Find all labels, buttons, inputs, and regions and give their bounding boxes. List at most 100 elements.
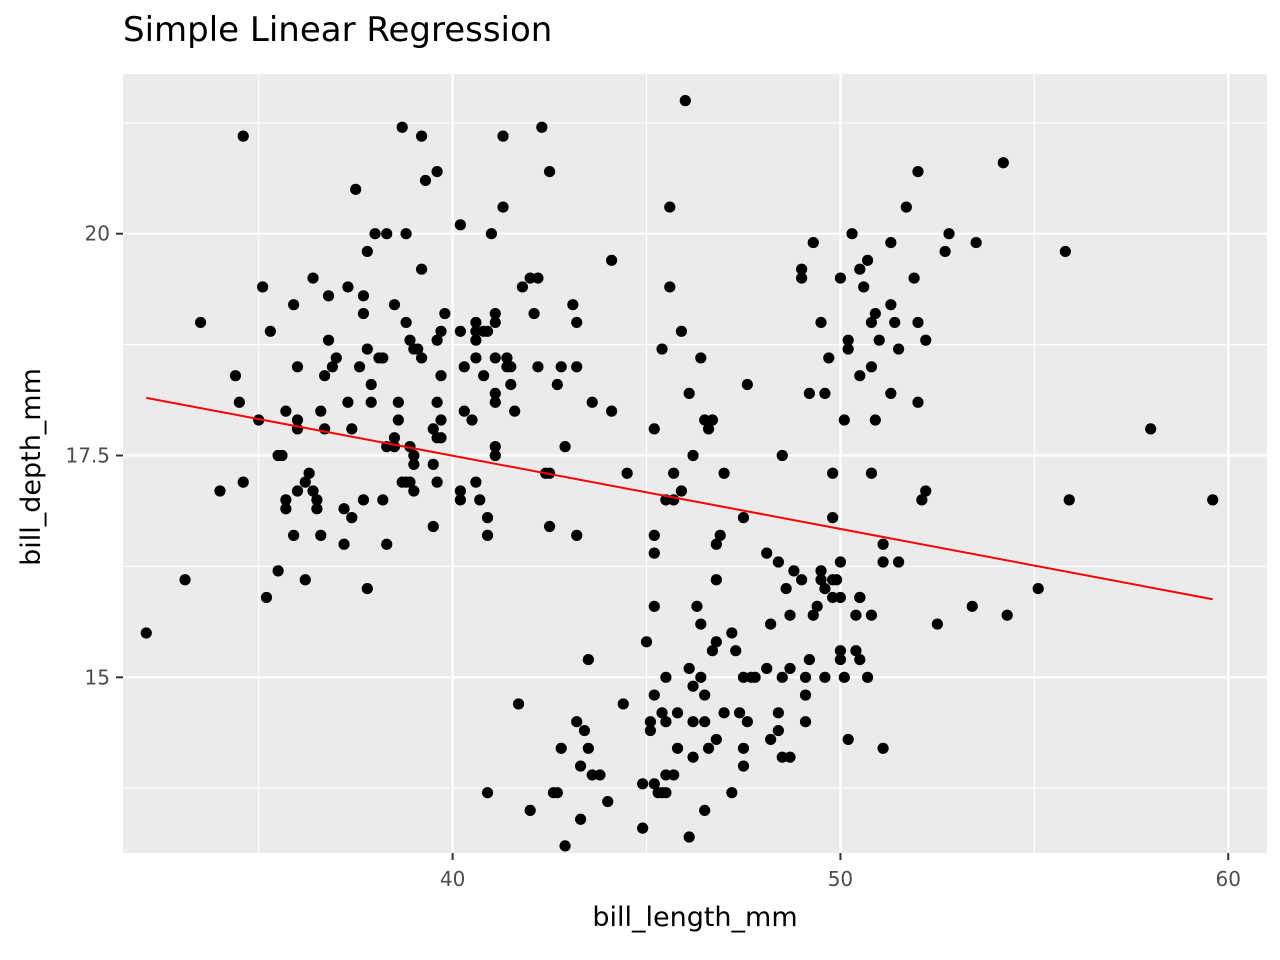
data-point: [683, 831, 695, 843]
data-point: [780, 583, 792, 595]
data-point: [559, 840, 571, 852]
data-point: [799, 716, 812, 728]
x-tick-label: 60: [1215, 867, 1240, 891]
data-point: [524, 804, 536, 817]
data-point: [435, 414, 447, 426]
data-point: [827, 591, 839, 604]
data-point: [431, 476, 443, 488]
data-point: [1032, 583, 1044, 595]
data-point: [551, 378, 563, 391]
data-point: [194, 316, 207, 329]
data-point: [644, 716, 657, 728]
data-point: [737, 760, 750, 772]
data-point: [815, 574, 827, 586]
data-point: [330, 352, 342, 364]
data-point: [400, 316, 412, 329]
data-point: [683, 387, 695, 400]
data-point: [854, 263, 866, 275]
data-point: [885, 236, 897, 249]
data-point: [408, 449, 420, 462]
data-point: [361, 245, 373, 258]
data-point: [140, 627, 152, 639]
data-point: [575, 760, 587, 772]
data-point: [838, 671, 850, 683]
data-point: [319, 370, 331, 382]
data-point: [660, 716, 672, 728]
data-point: [408, 485, 420, 497]
data-point: [892, 343, 905, 355]
data-point: [489, 387, 501, 400]
data-point: [687, 751, 699, 763]
data-point: [342, 396, 354, 408]
data-point: [489, 352, 501, 364]
data-point: [939, 245, 951, 258]
data-point: [656, 343, 668, 355]
data-point: [299, 476, 311, 488]
data-point: [803, 653, 816, 666]
data-point: [454, 485, 466, 497]
data-point: [404, 476, 416, 488]
data-point: [509, 405, 521, 417]
data-point: [675, 325, 688, 337]
data-point: [838, 414, 850, 426]
data-point: [481, 529, 494, 541]
data-point: [648, 423, 660, 435]
data-point: [427, 458, 439, 470]
data-point: [237, 130, 249, 142]
data-point: [233, 396, 245, 408]
data-point: [683, 662, 695, 675]
data-point: [381, 538, 393, 550]
data-point: [726, 627, 738, 639]
data-point: [365, 378, 377, 391]
data-point: [931, 618, 943, 630]
data-point: [512, 698, 525, 710]
data-point: [889, 316, 901, 329]
data-point: [481, 325, 494, 337]
data-point: [567, 299, 579, 311]
data-point: [474, 494, 486, 506]
data-point: [737, 742, 750, 754]
data-point: [214, 485, 226, 497]
data-point: [695, 352, 707, 364]
data-point: [586, 396, 598, 408]
data-point: [489, 396, 501, 408]
data-point: [400, 228, 412, 240]
data-point: [687, 716, 699, 728]
data-point: [264, 325, 276, 337]
data-point: [865, 467, 878, 479]
data-point: [788, 565, 800, 577]
data-point: [842, 343, 854, 355]
data-point: [501, 352, 513, 364]
data-point: [350, 183, 362, 195]
data-point: [396, 121, 408, 133]
data-point: [272, 565, 284, 577]
data-point: [900, 201, 912, 213]
data-point: [706, 414, 719, 426]
data-point: [582, 653, 594, 666]
data-point: [489, 441, 501, 453]
data-point: [865, 609, 878, 621]
data-point: [772, 556, 784, 568]
data-point: [664, 281, 676, 293]
data-point: [408, 458, 420, 470]
data-point: [412, 343, 424, 355]
data-point: [617, 698, 629, 710]
data-point: [970, 236, 982, 249]
x-tick-label: 50: [828, 867, 853, 891]
data-point: [237, 476, 249, 488]
data-point: [536, 121, 548, 133]
data-point: [823, 352, 835, 364]
data-point: [691, 600, 703, 612]
data-point: [865, 316, 878, 329]
y-axis-title: bill_depth_mm: [16, 368, 47, 566]
data-point: [784, 751, 796, 763]
data-point: [761, 662, 773, 675]
data-point: [846, 228, 858, 240]
data-point: [877, 538, 889, 550]
data-point: [454, 325, 466, 337]
data-point: [796, 263, 808, 275]
data-point: [912, 396, 924, 408]
data-point: [714, 529, 726, 541]
data-point: [578, 724, 591, 737]
data-point: [664, 201, 676, 213]
